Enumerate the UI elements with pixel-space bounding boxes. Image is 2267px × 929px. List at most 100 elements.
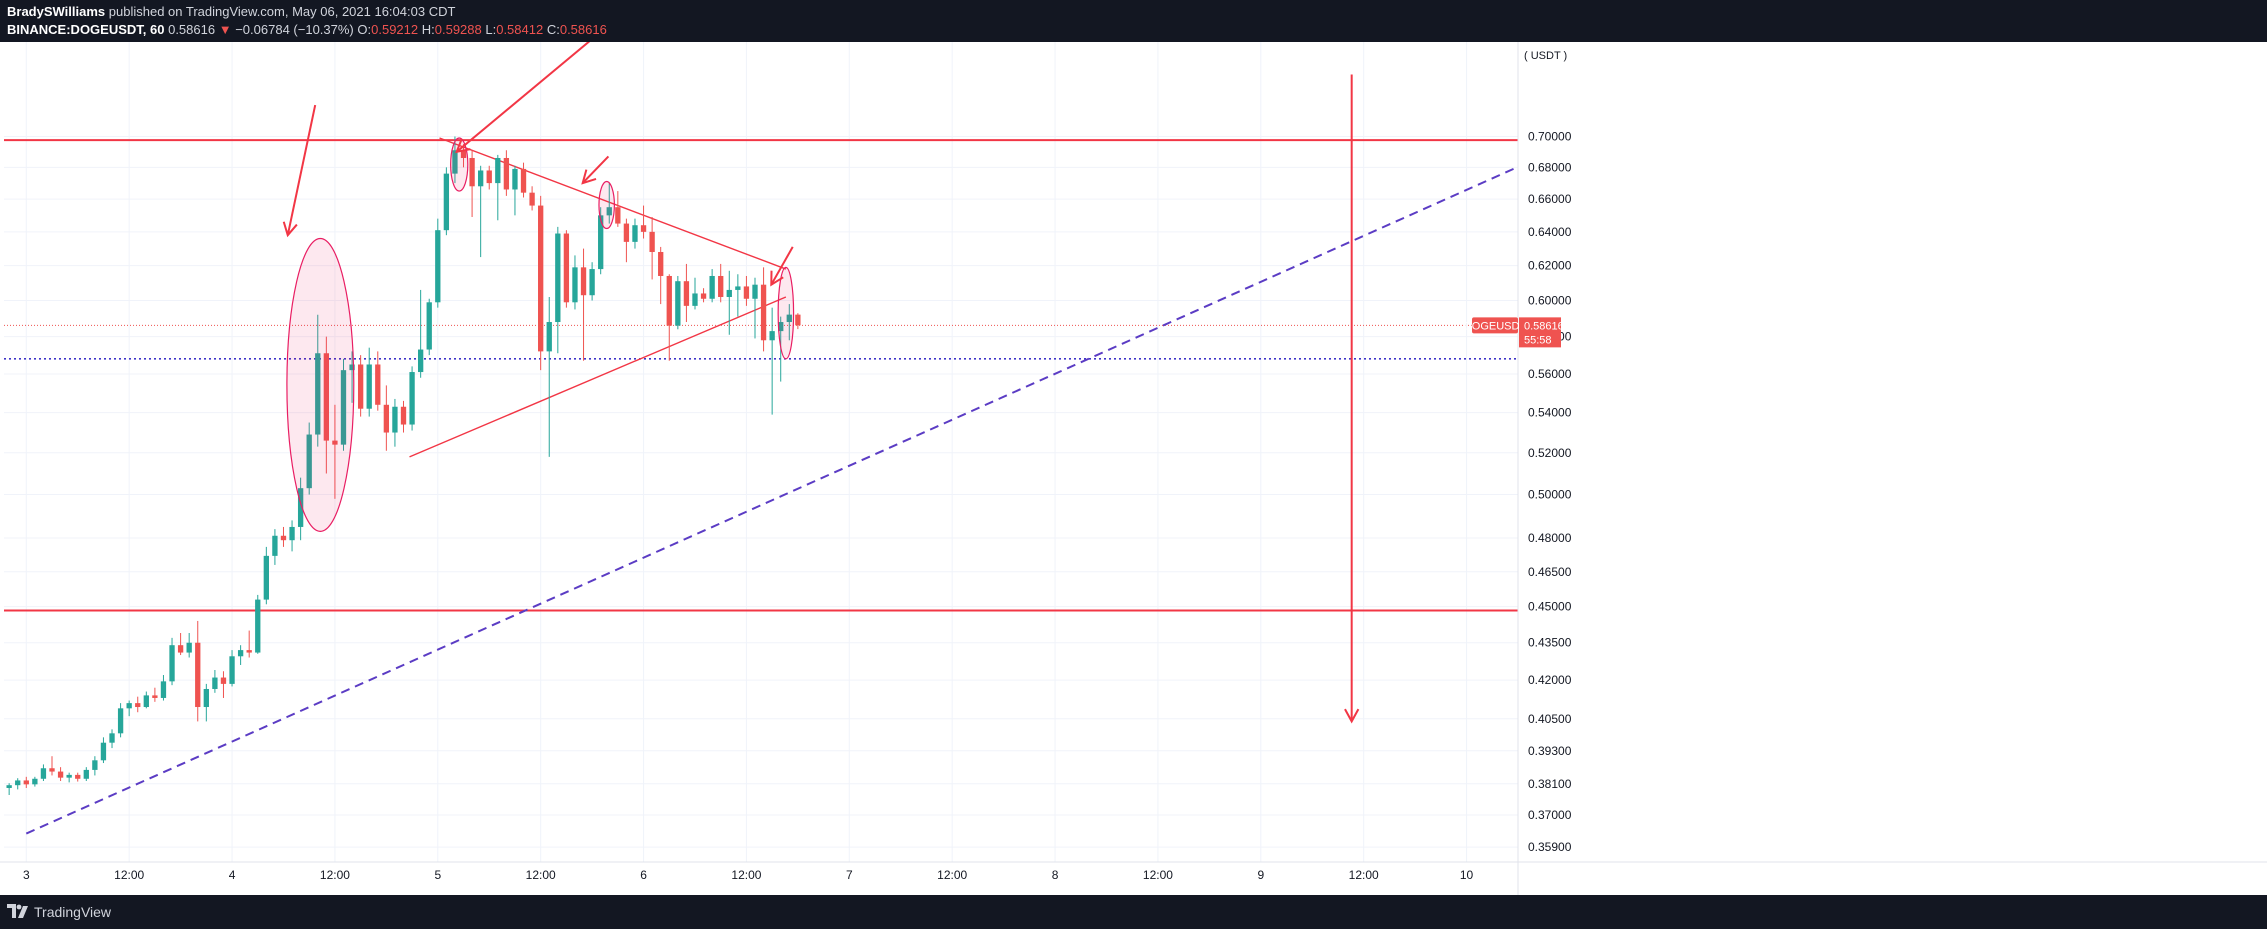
- candle-body: [615, 207, 621, 224]
- arrow-shaft: [456, 9, 628, 153]
- last-price: 0.58616: [168, 22, 216, 37]
- candle-body: [649, 231, 655, 252]
- highlight-ellipse: [286, 237, 355, 532]
- ohlc-high-label: H:: [421, 22, 435, 37]
- candle-body: [478, 170, 484, 187]
- candle-body: [40, 768, 47, 779]
- y-tick-label: 0.46500: [1528, 565, 1572, 579]
- candle-body: [572, 267, 578, 303]
- y-tick-label: 0.40500: [1528, 712, 1572, 726]
- publication-line: BradySWilliams published on TradingView.…: [7, 4, 455, 19]
- candle-body: [246, 650, 252, 653]
- candle-body: [186, 642, 192, 653]
- candle-body: [435, 230, 441, 303]
- symbol-name[interactable]: BINANCE:DOGEUSDT, 60: [7, 22, 165, 37]
- x-tick-label: 7: [846, 868, 853, 882]
- grid: [4, 42, 1518, 862]
- candle-body: [375, 364, 381, 405]
- y-tick-label: 0.52000: [1528, 446, 1572, 460]
- candle-body: [632, 225, 638, 242]
- chart-area[interactable]: 0.70000 0.68000 0.66000 0.64000 0.62000 0.600…: [0, 9, 2267, 895]
- x-tick-label: 4: [229, 868, 236, 882]
- arrow-head: [1344, 708, 1360, 724]
- chart-header: BradySWilliams published on TradingView.…: [0, 0, 2267, 42]
- candle-body: [332, 440, 338, 445]
- x-tick-label: 9: [1257, 868, 1264, 882]
- y-tick-label: 0.38100: [1528, 777, 1572, 791]
- candle-body: [520, 168, 527, 193]
- candle-body: [392, 406, 398, 433]
- candle-body: [778, 322, 784, 332]
- candle-body: [83, 769, 89, 779]
- candle-body: [117, 708, 124, 734]
- candle-body: [212, 677, 218, 689]
- candle-body: [718, 275, 724, 297]
- x-tick-label: 12:00: [320, 868, 350, 882]
- symbol-line: BINANCE:DOGEUSDT, 60 0.58616 ▼ −0.06784 …: [7, 22, 607, 37]
- candle-body: [546, 322, 552, 352]
- y-tick-label: 0.48000: [1528, 531, 1572, 545]
- y-tick-label: 0.70000: [1528, 129, 1572, 143]
- candle-body: [598, 215, 604, 270]
- x-tick-label: 12:00: [526, 868, 556, 882]
- y-tick-label: 0.56000: [1528, 367, 1572, 381]
- candle-body: [426, 302, 432, 350]
- arrow-shaft: [286, 104, 317, 236]
- y-tick-label: 0.35900: [1528, 840, 1572, 854]
- y-tick-label: 0.50000: [1528, 488, 1572, 502]
- x-tick-label: 10: [1460, 868, 1474, 882]
- candle-body: [75, 774, 81, 779]
- y-tick-label: 0.54000: [1528, 406, 1572, 420]
- candle-body: [340, 370, 347, 445]
- ohlc-open-label: O:: [357, 22, 372, 37]
- author-name[interactable]: BradySWilliams: [7, 4, 106, 19]
- candle-body: [297, 488, 304, 527]
- arrow-head: [581, 169, 597, 185]
- price-axis[interactable]: 0.70000 0.68000 0.66000 0.64000 0.62000 0.600…: [1464, 42, 1572, 895]
- symbol-badge: DOGEUSDT: [1464, 320, 1527, 332]
- chart-footer: TradingView: [0, 895, 2267, 929]
- time-axis[interactable]: 3 12:00 4 12:00 5 12:00 6 12:00 7 12:00 8 12:00 9 12:…: [0, 861, 2267, 882]
- arrow-head: [770, 270, 784, 287]
- candle-body: [6, 785, 12, 788]
- candle-body: [366, 364, 372, 409]
- candle-body: [486, 170, 492, 184]
- tradingview-logo-icon[interactable]: [7, 904, 29, 923]
- candle-body: [32, 778, 38, 785]
- y-tick-label: 0.64000: [1528, 225, 1572, 239]
- candle-body: [623, 223, 630, 242]
- candle-body: [143, 695, 149, 708]
- candle-body: [57, 771, 64, 778]
- triangle-trendline: [409, 296, 787, 458]
- x-tick-label: 3: [23, 868, 30, 882]
- arrow-annotations: [282, 9, 1360, 724]
- y-tick-label: 0.42000: [1528, 673, 1572, 687]
- brand-name[interactable]: TradingView: [34, 904, 112, 920]
- candle-body: [726, 289, 732, 297]
- candle-body: [563, 233, 570, 303]
- y-tick-label: 0.68000: [1528, 160, 1572, 174]
- candle-body: [349, 364, 355, 371]
- arrow-head: [455, 138, 471, 154]
- x-tick-label: 12:00: [1143, 868, 1173, 882]
- candle-body: [589, 269, 595, 296]
- candle-body: [495, 157, 501, 184]
- candle-body: [460, 150, 467, 158]
- candle-body: [795, 314, 801, 326]
- price-change: −0.06784 (−10.37%): [235, 22, 354, 37]
- candle-body: [409, 372, 415, 425]
- candle-body: [606, 207, 612, 216]
- candle-body: [640, 225, 647, 232]
- price-chart[interactable]: 0.70000 0.68000 0.66000 0.64000 0.62000 0.600…: [0, 9, 2267, 895]
- candle-body: [400, 406, 407, 425]
- circle-annotations: [286, 137, 795, 532]
- candle-body: [383, 404, 390, 433]
- price-label-bg: [1519, 317, 1561, 348]
- candle-body: [315, 353, 321, 435]
- candle-body: [100, 742, 107, 761]
- candle-body: [700, 293, 707, 299]
- candle-body: [49, 768, 55, 772]
- x-tick-label: 12:00: [731, 868, 761, 882]
- candle-body: [203, 688, 209, 708]
- candle-body: [229, 656, 235, 684]
